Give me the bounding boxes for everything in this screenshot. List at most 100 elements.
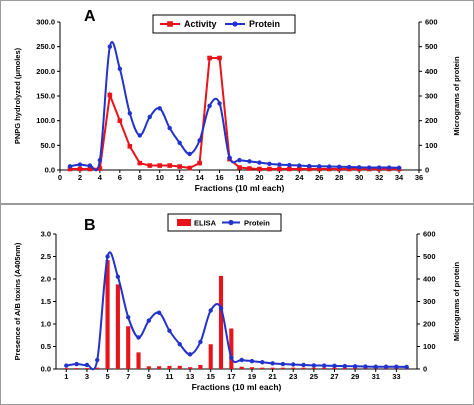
bar [342,367,347,369]
y-right-tick-label: 200 [423,320,436,329]
bar [280,367,285,369]
data-point [187,165,192,171]
data-point [316,166,322,172]
data-point [207,103,212,109]
x-tick-label: 5 [105,372,109,381]
data-point [207,55,212,61]
x-tick-label: 18 [235,173,243,182]
panel-letter: A [84,8,96,25]
y-left-tick-label: 100.0 [36,116,55,125]
x-tick-label: 34 [395,173,404,182]
data-point [187,352,193,357]
data-point [291,362,296,367]
data-point [74,361,79,367]
x-tick-label: 28 [335,173,343,182]
x-tick-label: 24 [295,173,304,182]
data-point [373,364,378,369]
x-tick-label: 8 [138,173,142,182]
bar [311,367,316,369]
bar [95,367,100,369]
data-point [127,111,133,116]
data-point [177,342,182,347]
x-tick-label: 21 [268,372,276,381]
legend-marker [228,219,234,226]
data-point [67,166,73,172]
data-point [127,144,133,149]
data-point [267,166,272,172]
data-point [177,164,182,169]
y-right-tick-label: 400 [423,275,436,284]
y-left-axis-title: PNPG hydrolyzed (μmoles) [13,47,22,144]
data-point [115,274,121,279]
data-point [307,166,312,172]
y-right-tick-label: 300 [423,297,436,306]
data-point [297,163,302,168]
data-point [342,363,347,369]
data-point [383,364,389,369]
legend-label: Activity [184,19,217,29]
data-point [280,361,286,367]
data-point [247,166,252,171]
data-point [332,363,337,369]
data-point [136,335,141,340]
data-point [249,358,255,364]
data-point [117,118,123,123]
data-point [327,164,332,169]
x-tick-label: 33 [392,372,400,381]
data-point [167,125,172,131]
bar [136,352,141,369]
x-tick-label: 20 [255,173,263,182]
data-point [239,357,244,363]
x-tick-label: 3 [85,372,89,381]
bar [167,365,172,369]
panel-frame [0,204,474,405]
y-right-tick-label: 200 [425,116,438,125]
data-point [198,339,203,345]
data-point [87,166,93,172]
data-point [77,166,83,172]
legend-label: Protein [244,219,270,228]
data-point [107,44,113,49]
bar [64,368,69,369]
bar [146,366,151,369]
data-point [311,363,317,368]
data-point [257,166,262,172]
data-point [336,166,342,172]
data-point [363,364,368,369]
x-tick-label: 19 [248,372,256,381]
y-right-tick-label: 100 [423,342,436,351]
bar [301,367,306,369]
data-point [217,101,222,106]
y-left-tick-label: 2.5 [41,252,51,261]
data-point [187,151,192,157]
bar [332,367,337,369]
data-point [157,106,162,111]
data-point [137,133,142,138]
data-point [307,163,312,169]
x-tick-label: 2 [78,173,82,182]
data-point [346,164,352,170]
bar [198,364,203,369]
bar [105,260,110,369]
data-point [227,155,232,160]
bar [270,367,275,369]
data-point [147,114,152,120]
x-tick-label: 11 [165,372,173,381]
data-point [257,160,262,165]
y-left-tick-label: 3.0 [41,230,51,239]
data-point [97,166,103,171]
data-point [247,159,252,164]
series-line-activity [69,57,400,171]
panel-letter: B [84,217,96,234]
y-left-tick-label: 1.0 [41,320,51,329]
bar [208,344,213,369]
y-right-axis-title: Micrograms of protein [452,262,461,342]
data-point [352,364,358,369]
data-point [197,160,202,166]
data-point [95,357,100,363]
data-point [177,140,182,146]
bar [115,284,120,369]
legend-label: Protein [249,19,280,29]
bar [177,365,182,369]
x-tick-label: 27 [330,372,338,381]
